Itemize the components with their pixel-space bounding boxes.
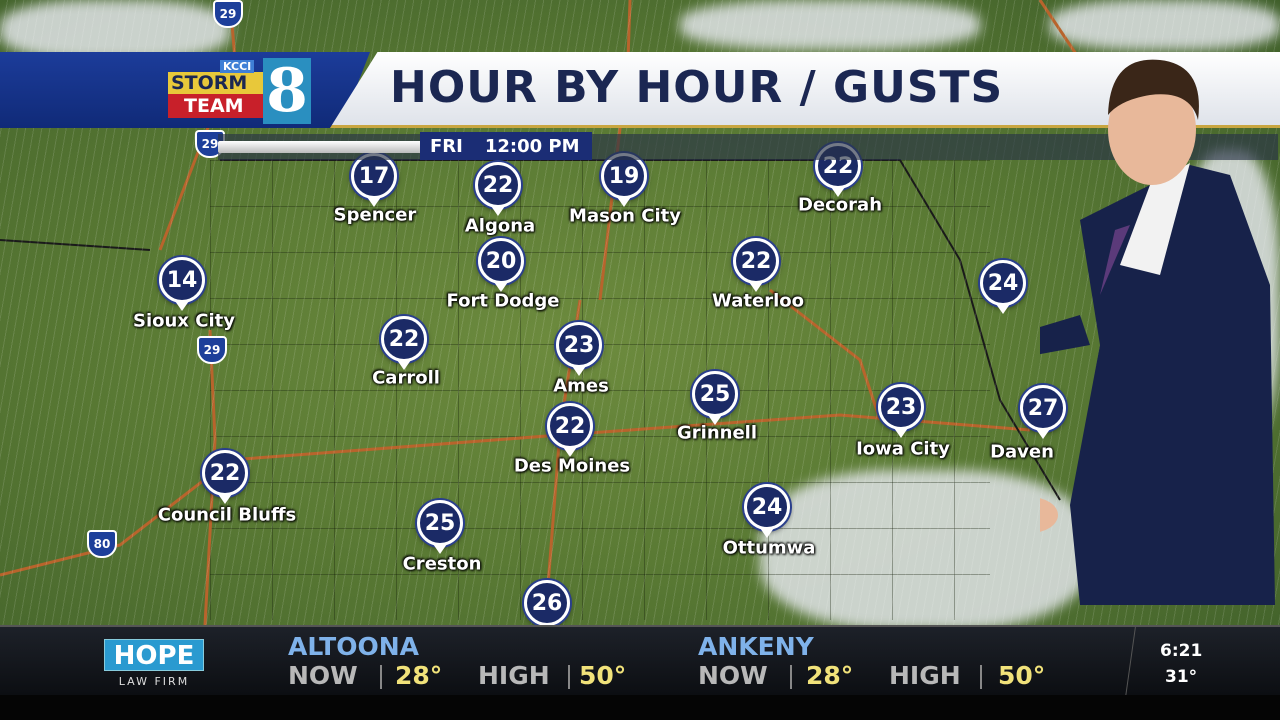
storm-team-8-logo: STORM TEAM 8 KCCI (168, 58, 313, 124)
gust-marker: 26 (524, 580, 574, 625)
gust-value: 25 (692, 371, 738, 417)
gust-value: 27 (1020, 385, 1066, 431)
now-label: NOW (698, 661, 768, 690)
gust-value: 22 (475, 162, 521, 208)
now-temp: 28° (395, 661, 443, 690)
gust-marker: 20 (478, 238, 528, 288)
gust-marker: 27 (1020, 385, 1070, 435)
gust-marker: 22 (733, 238, 783, 288)
city-label: Spencer (333, 204, 417, 226)
gust-marker: 23 (878, 384, 928, 434)
city-label: Algona (464, 215, 536, 237)
gust-value: 24 (744, 484, 790, 530)
ticker-bar: HOPE LAW FIRM ALTOONA NOW 28° HIGH 50° A… (0, 625, 1280, 697)
gust-value: 22 (547, 403, 593, 449)
logo-kcci: KCCI (220, 60, 255, 73)
presenter (1040, 59, 1275, 605)
logo-eight: 8 (263, 58, 311, 124)
gust-marker: 23 (556, 322, 606, 372)
sponsor-name: HOPE (104, 639, 204, 671)
gust-value: 24 (980, 260, 1026, 306)
clock-time: 6:21 (1160, 641, 1203, 661)
city-label: Decorah (797, 194, 883, 216)
gust-marker: 24 (744, 484, 794, 534)
current-temp: 31° (1165, 667, 1198, 687)
time-stamp: FRI 12:00 PM (420, 132, 592, 160)
city-label: Sioux City (133, 310, 235, 332)
high-label: HIGH (478, 661, 550, 690)
county-grid (210, 160, 990, 620)
high-temp: 50° (998, 661, 1046, 690)
city-label: Waterloo (712, 290, 804, 312)
day-label: FRI (430, 135, 463, 157)
city-label: Des Moines (513, 455, 631, 477)
gust-value: 22 (733, 238, 779, 284)
gust-value: 14 (159, 257, 205, 303)
gust-marker: 14 (159, 257, 209, 307)
gust-marker: 25 (417, 500, 467, 550)
now-label: NOW (288, 661, 358, 690)
city-label: Creston (402, 553, 482, 575)
high-label: HIGH (889, 661, 961, 690)
gust-value: 26 (524, 580, 570, 625)
gust-value: 20 (478, 238, 524, 284)
logo-team: TEAM (168, 94, 278, 118)
location-name: ALTOONA (288, 632, 419, 661)
gust-marker: 19 (601, 153, 651, 203)
interstate-shield: 80 (87, 530, 117, 558)
sponsor-logo: HOPE LAW FIRM (104, 639, 204, 693)
city-label: Mason City (569, 205, 681, 227)
interstate-shield: 29 (197, 336, 227, 364)
clock-panel (1125, 627, 1280, 697)
now-temp: 28° (806, 661, 854, 690)
location-name: ANKENY (698, 632, 814, 661)
gust-marker: 22 (202, 450, 252, 500)
gust-marker: 22 (547, 403, 597, 453)
sponsor-sub: LAW FIRM (118, 675, 190, 688)
city-label: Council Bluffs (157, 504, 297, 526)
gust-marker: 22 (381, 316, 431, 366)
city-label: Iowa City (856, 438, 950, 460)
city-label: Ottumwa (722, 537, 816, 559)
gust-value: 23 (556, 322, 602, 368)
city-label: Fort Dodge (446, 290, 560, 312)
high-temp: 50° (579, 661, 627, 690)
logo-storm: STORM (168, 72, 278, 94)
gust-marker: 24 (980, 260, 1030, 310)
city-label: Carroll (372, 367, 440, 389)
gust-marker: 22 (475, 162, 525, 212)
gust-value: 25 (417, 500, 463, 546)
gust-value: 22 (381, 316, 427, 362)
gust-value: 22 (202, 450, 248, 496)
gust-value: 23 (878, 384, 924, 430)
city-label: Ames (553, 375, 609, 397)
city-label: Grinnell (677, 422, 757, 444)
timeline-progress (218, 141, 423, 153)
gust-marker: 17 (351, 153, 401, 203)
interstate-shield: 29 (213, 0, 243, 28)
gust-marker: 25 (692, 371, 742, 421)
time-label: 12:00 PM (484, 135, 580, 157)
page-title: HOUR BY HOUR / GUSTS (390, 62, 1004, 113)
city-label: Daven (990, 441, 1054, 463)
